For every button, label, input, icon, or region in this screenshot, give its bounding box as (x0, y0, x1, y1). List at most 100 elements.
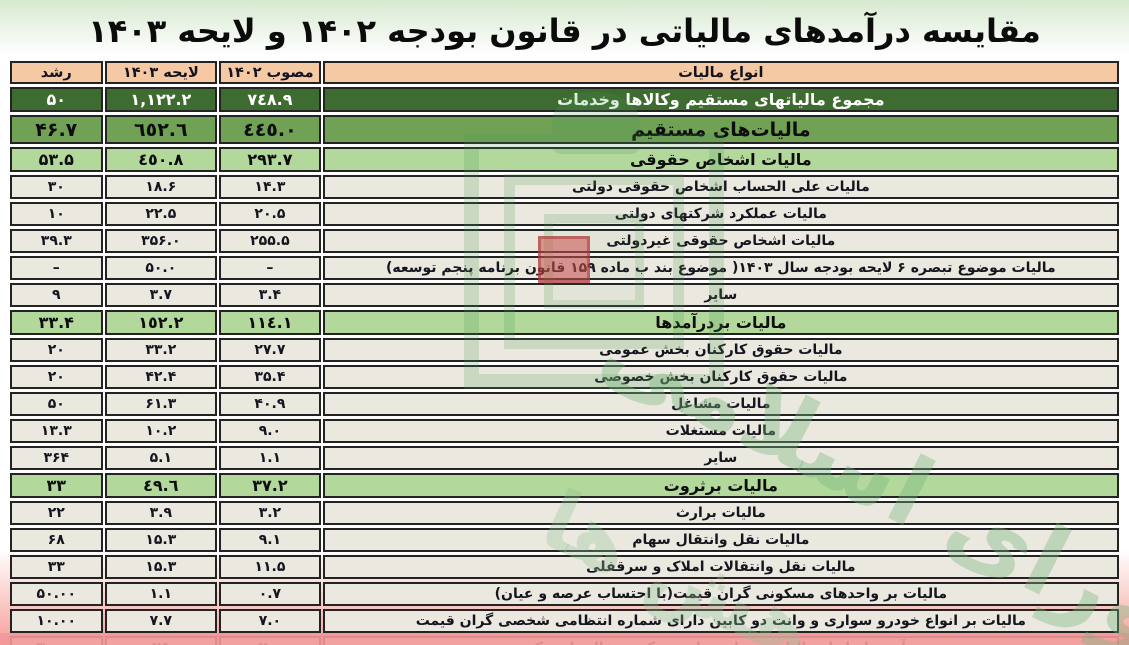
approved-1402-cell: ۳.۴ (219, 283, 321, 307)
tax-type-cell: مالیات مستغلات (322, 419, 1119, 443)
approved-1402-cell: ۷.۰ (219, 609, 321, 633)
tax-type-cell: مالیات بر انواع خودرو سواری و وانت دو کا… (322, 609, 1119, 633)
approved-1402-cell: ۱۱.۵ (219, 555, 321, 579)
approved-1402-cell: ۴۰.۹ (219, 392, 321, 416)
tax-type-cell: مالیات اشخاص حقوقی (322, 147, 1119, 172)
growth-cell: – (10, 256, 103, 280)
bill-1403-cell: ۶۱.۳ (104, 392, 218, 416)
growth-cell: ۳۹.۳ (10, 229, 103, 253)
tax-type-cell: مالیات عملکرد شرکتهای دولتی (322, 202, 1119, 226)
bill-1403-cell: ٤٥٠.٨ (104, 147, 218, 172)
approved-1402-cell: ٤٤٥.٠ (219, 115, 321, 144)
table-row: مالیات علی الحساب اشخاص حقوقی دولتی ۱۴.۳ ۱… (10, 175, 1119, 199)
tax-type-cell: مالیات موضوع تبصره ۶ لایحه بودجه سال ۱۴۰… (322, 256, 1119, 280)
table-row: مالیات حقوق کارکنان بخش خصوصی ۳۵.۴ ۴۲.۴ ۲۰ (10, 365, 1119, 389)
bill-1403-cell: ١,١٢٢.٢ (104, 87, 218, 112)
table-row: مالیات بر واحدهای مسکونی گران قیمت(با اح… (10, 582, 1119, 606)
growth-cell: ۵۰ (10, 87, 103, 112)
approved-1402-cell: ۲۷.۷ (219, 338, 321, 362)
approved-1402-cell: ۲۵۵.۵ (219, 229, 321, 253)
tax-type-cell: مالیات برارث (322, 501, 1119, 525)
bill-1403-cell: ۳۵۶.۰ (104, 229, 218, 253)
table-row: مالیات نقل وانتقال سهام ۹.۱ ۱۵.۳ ۶۸ (10, 528, 1119, 552)
table-row: مالیات مشاغل ۴۰.۹ ۶۱.۳ ۵۰ (10, 392, 1119, 416)
tax-type-cell: مالیات اشخاص حقوقی غیردولتی (322, 229, 1119, 253)
bill-1403-cell: ۷.۷ (104, 609, 218, 633)
table-row: مالیات بر انواع خودرو سواری و وانت دو کا… (10, 609, 1119, 633)
tax-type-cell: مالیات حقوق کارکنان بخش خصوصی (322, 365, 1119, 389)
table-row: مالیات عملکرد شرکتهای دولتی ۲۰.۵ ۲۲.۵ ۱۰ (10, 202, 1119, 226)
approved-1402-cell: ۰.۷ (219, 582, 321, 606)
table-row: مالیات حقوق کارکنان بخش عمومی ۲۷.۷ ۳۳.۲ ۲۰ (10, 338, 1119, 362)
table-row: مالیات مستغلات ۹.۰ ۱۰.۲ ۱۳.۳ (10, 419, 1119, 443)
growth-cell: ۵۰.۰۰ (10, 582, 103, 606)
bottom-pink-strip (0, 633, 1129, 645)
bill-1403-cell: ۵.۱ (104, 446, 218, 470)
approved-1402-cell: ١١٤.١ (219, 310, 321, 335)
approved-1402-cell: ۱۴.۳ (219, 175, 321, 199)
growth-cell: ۵۰ (10, 392, 103, 416)
tax-type-cell: مالیات نقل وانتقالات املاک و سرقفلی (322, 555, 1119, 579)
growth-cell: ۴۶.۷ (10, 115, 103, 144)
approved-1402-cell: ۳۵.۴ (219, 365, 321, 389)
header-approved-1402: مصوب ۱۴۰۲ (219, 61, 321, 84)
table-row: سایر ۱.۱ ۵.۱ ۳۶۴ (10, 446, 1119, 470)
approved-1402-cell: ۹.۱ (219, 528, 321, 552)
bill-1403-cell: ۱.۱ (104, 582, 218, 606)
table-row: مالیات برثروت ۳۷.۲ ٤٩.٦ ۳۳ (10, 473, 1119, 498)
approved-1402-cell: ۱.۱ (219, 446, 321, 470)
bill-1403-cell: ۱۰.۲ (104, 419, 218, 443)
bill-1403-cell: ۴۲.۴ (104, 365, 218, 389)
table-row: سایر ۳.۴ ۳.۷ ۹ (10, 283, 1119, 307)
growth-cell: ۳۳ (10, 555, 103, 579)
approved-1402-cell: – (219, 256, 321, 280)
tax-type-cell: مالیات‌های مستقیم (322, 115, 1119, 144)
growth-cell: ۳۰ (10, 175, 103, 199)
tax-type-cell: مجموع مالیاتهای مستقیم وکالاها وخدمات (322, 87, 1119, 112)
growth-cell: ۳۳ (10, 473, 103, 498)
growth-cell: ۱۰.۰۰ (10, 609, 103, 633)
growth-cell: ۲۰ (10, 365, 103, 389)
tax-type-cell: مالیات برثروت (322, 473, 1119, 498)
bill-1403-cell: ۳.۷ (104, 283, 218, 307)
table-row: مالیات اشخاص حقوقی ٢٩٣.٧ ٤٥٠.٨ ۵۳.۵ (10, 147, 1119, 172)
page-title: مقایسه درآمدهای مالیاتی در قانون بودجه ۱… (88, 12, 1041, 50)
growth-cell: ۱۰ (10, 202, 103, 226)
growth-cell: ۳۳.۴ (10, 310, 103, 335)
growth-cell: ۲۰ (10, 338, 103, 362)
tax-type-cell: سایر (322, 283, 1119, 307)
growth-cell: ۳۶۴ (10, 446, 103, 470)
table-body: مجموع مالیاتهای مستقیم وکالاها وخدمات ٧٤٨… (10, 87, 1119, 645)
growth-cell: ۵۳.۵ (10, 147, 103, 172)
approved-1402-cell: ۳۷.۲ (219, 473, 321, 498)
bill-1403-cell: ١٥٢.٢ (104, 310, 218, 335)
table-row: مالیات‌های مستقیم ٤٤٥.٠ ٦٥٢.٦ ۴۶.۷ (10, 115, 1119, 144)
table-row: مالیات بردرآمدها ١١٤.١ ١٥٢.٢ ۳۳.۴ (10, 310, 1119, 335)
header-growth: رشد (10, 61, 103, 84)
growth-cell: ۶۸ (10, 528, 103, 552)
tax-type-cell: سایر (322, 446, 1119, 470)
bill-1403-cell: ۲۲.۵ (104, 202, 218, 226)
bill-1403-cell: ۳۳.۲ (104, 338, 218, 362)
table-row: مالیات برارث ۳.۲ ۳.۹ ۲۲ (10, 501, 1119, 525)
approved-1402-cell: ۹.۰ (219, 419, 321, 443)
tax-comparison-table: انواع مالیات مصوب ۱۴۰۲ لایحه ۱۴۰۳ رشد مج… (8, 58, 1121, 645)
tax-type-cell: مالیات مشاغل (322, 392, 1119, 416)
approved-1402-cell: ٧٤٨.٩ (219, 87, 321, 112)
table-row: مالیات نقل وانتقالات املاک و سرقفلی ۱۱.۵ ۱… (10, 555, 1119, 579)
tax-type-cell: مالیات حقوق کارکنان بخش عمومی (322, 338, 1119, 362)
tax-type-cell: مالیات بر واحدهای مسکونی گران قیمت(با اح… (322, 582, 1119, 606)
bill-1403-cell: ٤٩.٦ (104, 473, 218, 498)
approved-1402-cell: ٢٩٣.٧ (219, 147, 321, 172)
growth-cell: ۲۲ (10, 501, 103, 525)
bill-1403-cell: ۳.۹ (104, 501, 218, 525)
growth-cell: ۹ (10, 283, 103, 307)
growth-cell: ۱۳.۳ (10, 419, 103, 443)
bill-1403-cell: ٦٥٢.٦ (104, 115, 218, 144)
table-row: مالیات اشخاص حقوقی غیردولتی ۲۵۵.۵ ۳۵۶.۰ ۳۹.… (10, 229, 1119, 253)
tax-type-cell: مالیات علی الحساب اشخاص حقوقی دولتی (322, 175, 1119, 199)
bill-1403-cell: ۱۵.۳ (104, 555, 218, 579)
header-row: انواع مالیات مصوب ۱۴۰۲ لایحه ۱۴۰۳ رشد (10, 61, 1119, 84)
approved-1402-cell: ۲۰.۵ (219, 202, 321, 226)
